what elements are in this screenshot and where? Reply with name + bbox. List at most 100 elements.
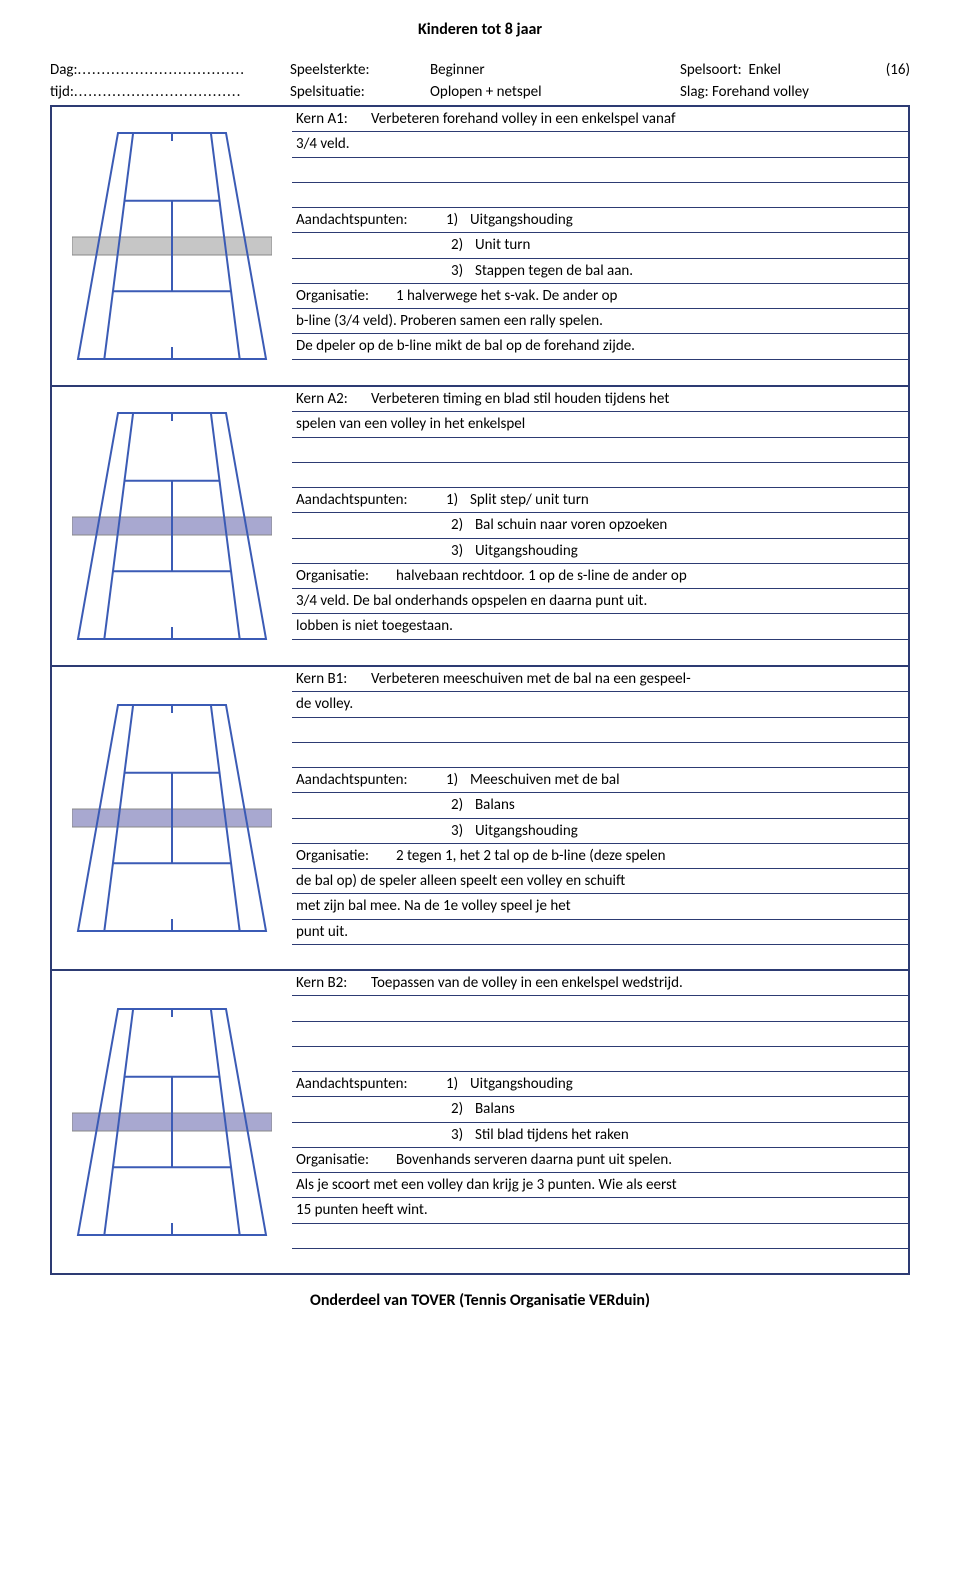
org-label: Organisatie:	[296, 846, 396, 866]
org-text: 3/4 veld. De bal onderhands opspelen en …	[292, 589, 908, 614]
speelsterkte-value: Beginner	[430, 61, 680, 79]
lesson-section: Kern A2:Verbeteren timing en blad stil h…	[52, 387, 908, 667]
spelsituatie-value: Oplopen + netspel	[430, 83, 680, 101]
org-text: lobben is niet toegestaan.	[292, 614, 908, 639]
ap-label: Aandachtspunten:	[296, 210, 446, 230]
spelsoort-label: Spelsoort:	[680, 61, 742, 79]
speelsterkte-label-text: Speelsterkte:	[290, 61, 369, 79]
org-text: Bovenhands serveren daarna punt uit spel…	[396, 1151, 672, 1169]
text-cell: Kern B1:Verbeteren meeschuiven met de ba…	[292, 667, 908, 969]
kern-text-cont	[292, 996, 908, 1021]
tijd-cell: tijd:	[50, 81, 290, 103]
ap-num: 1)	[446, 1074, 470, 1094]
ap-num: 1)	[446, 770, 470, 790]
org-text: Als je scoort met een volley dan krijg j…	[292, 1173, 908, 1198]
lesson-section: Kern B2:Toepassen van de volley in een e…	[52, 971, 908, 1273]
org-label: Organisatie:	[296, 1150, 396, 1170]
slag: Slag: Forehand volley	[680, 83, 860, 101]
kern-text-cont: spelen van een volley in het enkelspel	[292, 412, 908, 437]
kern-text-cont: 3/4 veld.	[292, 132, 908, 157]
org-text: halvebaan rechtdoor. 1 op de s-line de a…	[396, 567, 687, 585]
ap-num: 3)	[451, 1125, 475, 1145]
ap-num: 2)	[451, 795, 475, 815]
ap-num: 3)	[451, 541, 475, 561]
tijd-label: tijd:	[50, 83, 74, 101]
diagram-cell	[52, 387, 292, 665]
row1-right: Speelsterkte: Beginner Spelsoort: Enkel …	[290, 59, 910, 81]
spelsituatie-label: Spelsituatie:	[290, 83, 430, 101]
ap-item: Balans	[475, 796, 515, 814]
kern-text: Verbeteren forehand volley in een enkels…	[371, 110, 676, 128]
dotted-line	[74, 83, 242, 101]
ap-label: Aandachtspunten:	[296, 490, 446, 510]
court-diagram	[72, 693, 272, 943]
ap-num: 1)	[446, 490, 470, 510]
diagram-cell	[52, 667, 292, 969]
slag-value: Forehand volley	[712, 83, 809, 101]
ap-item: Stappen tegen de bal aan.	[475, 262, 633, 280]
org-text: punt uit.	[292, 919, 908, 944]
org-text: 2 tegen 1, het 2 tal op de b-line (deze …	[396, 847, 665, 865]
header-block: Dag: Speelsterkte: Beginner Spelsoort: E…	[50, 59, 910, 103]
ap-label: Aandachtspunten:	[296, 770, 446, 790]
court-diagram	[72, 401, 272, 651]
org-label: Organisatie:	[296, 566, 396, 586]
section-table: Kern A1:Verbeteren forehand volley in ee…	[292, 107, 908, 384]
ap-num: 2)	[451, 235, 475, 255]
ap-label: Aandachtspunten:	[296, 1074, 446, 1094]
dag-cell: Dag:	[50, 59, 290, 81]
kern-label: Kern B1:	[296, 669, 371, 689]
org-text: 15 punten heeft wint.	[292, 1198, 908, 1223]
page-number: (16)	[860, 61, 910, 79]
ap-num: 3)	[451, 261, 475, 281]
kern-text: Toepassen van de volley in een enkelspel…	[371, 974, 683, 992]
ap-item: Stil blad tijdens het raken	[475, 1126, 629, 1144]
row2-right: Spelsituatie: Oplopen + netspel Slag: Fo…	[290, 81, 910, 103]
ap-item: Uitgangshouding	[475, 822, 578, 840]
org-text: 1 halverwege het s-vak. De ander op	[396, 287, 617, 305]
slag-label: Slag:	[680, 83, 709, 101]
org-text: de bal op) de speler alleen speelt een v…	[292, 869, 908, 894]
text-cell: Kern A1:Verbeteren forehand volley in ee…	[292, 107, 908, 385]
footer: Onderdeel van TOVER (Tennis Organisatie …	[50, 1291, 910, 1310]
ap-item: Split step/ unit turn	[470, 491, 589, 509]
court-diagram	[72, 121, 272, 371]
ap-num: 2)	[451, 515, 475, 535]
ap-num: 1)	[446, 210, 470, 230]
ap-num: 3)	[451, 821, 475, 841]
section-table: Kern A2:Verbeteren timing en blad stil h…	[292, 387, 908, 664]
ap-item: Meeschuiven met de bal	[470, 771, 620, 789]
org-label: Organisatie:	[296, 286, 396, 306]
speelsterkte-label: Speelsterkte:	[290, 61, 430, 79]
spelsoort: Spelsoort: Enkel	[680, 61, 860, 79]
page-title: Kinderen tot 8 jaar	[50, 20, 910, 39]
ap-item: Uitgangshouding	[470, 1075, 573, 1093]
lesson-section: Kern B1:Verbeteren meeschuiven met de ba…	[52, 667, 908, 971]
text-cell: Kern B2:Toepassen van de volley in een e…	[292, 971, 908, 1273]
section-table: Kern B1:Verbeteren meeschuiven met de ba…	[292, 667, 908, 969]
ap-item: Bal schuin naar voren opzoeken	[475, 516, 667, 534]
text-cell: Kern A2:Verbeteren timing en blad stil h…	[292, 387, 908, 665]
kern-text: Verbeteren timing en blad stil houden ti…	[371, 390, 669, 408]
kern-text: Verbeteren meeschuiven met de bal na een…	[371, 670, 691, 688]
kern-label: Kern A1:	[296, 109, 371, 129]
ap-item: Unit turn	[475, 236, 530, 254]
ap-item: Balans	[475, 1100, 515, 1118]
main-frame: Kern A1:Verbeteren forehand volley in ee…	[50, 105, 910, 1275]
org-text: De dpeler op de b-line mikt de bal op de…	[292, 334, 908, 359]
section-table: Kern B2:Toepassen van de volley in een e…	[292, 971, 908, 1273]
kern-text-cont: de volley.	[292, 692, 908, 717]
dag-label: Dag:	[50, 61, 78, 79]
dotted-line	[78, 61, 246, 79]
ap-num: 2)	[451, 1099, 475, 1119]
kern-label: Kern A2:	[296, 389, 371, 409]
org-text: b-line (3/4 veld). Proberen samen een ra…	[292, 309, 908, 334]
court-diagram	[72, 997, 272, 1247]
kern-label: Kern B2:	[296, 973, 371, 993]
org-text: met zijn bal mee. Na de 1e volley speel …	[292, 894, 908, 919]
spelsoort-value: Enkel	[748, 61, 780, 79]
diagram-cell	[52, 107, 292, 385]
ap-item: Uitgangshouding	[475, 542, 578, 560]
lesson-section: Kern A1:Verbeteren forehand volley in ee…	[52, 107, 908, 387]
ap-item: Uitgangshouding	[470, 211, 573, 229]
